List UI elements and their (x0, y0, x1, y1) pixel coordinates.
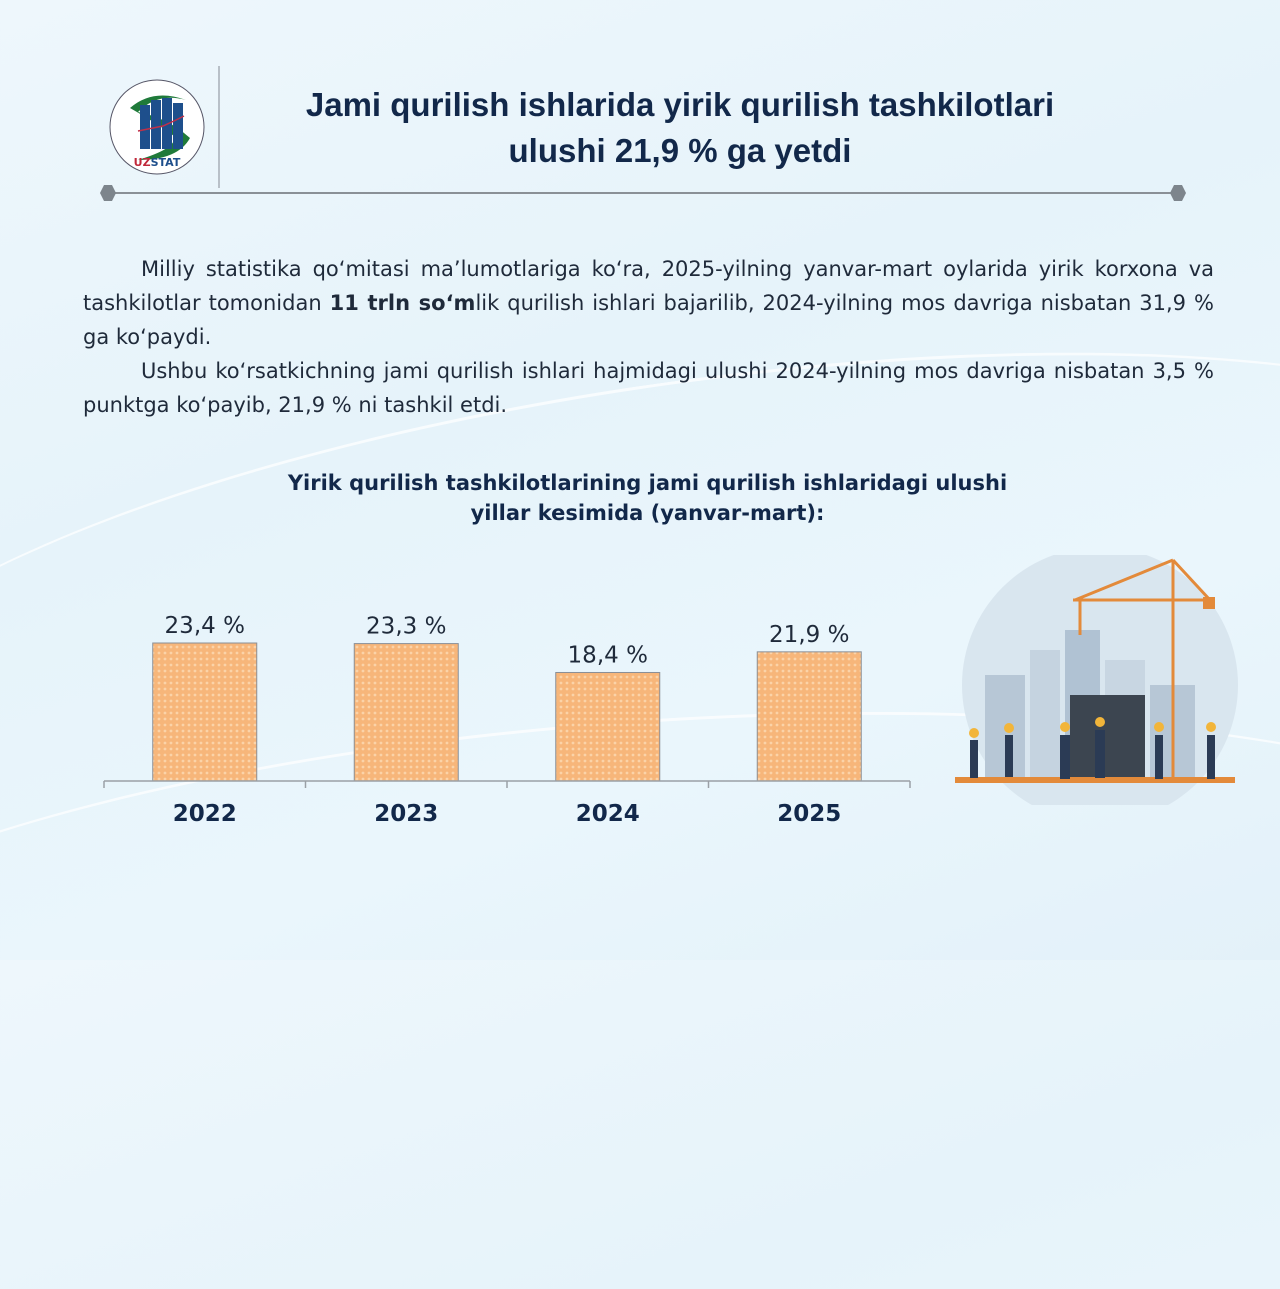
paragraph-1: Milliy statistika qo‘mitasi ma’lumotlari… (83, 252, 1214, 354)
bar-2022 (152, 642, 258, 782)
bar-chart: 23,4 % 23,3 % 18,4 % 21,9 % 2022 2023 2024 202… (103, 613, 911, 827)
x-tick-label: 2024 (576, 801, 640, 827)
rule-endcap (1170, 185, 1186, 201)
bar-2023 (353, 643, 459, 782)
x-tick-label: 2022 (173, 801, 237, 827)
header-divider (218, 66, 220, 188)
chart-title: Yirik qurilish tashkilotlarining jami qu… (200, 468, 1095, 528)
x-tick-label: 2025 (777, 801, 841, 827)
data-label: 21,9 % (769, 622, 849, 648)
paragraph-2: Ushbu ko‘rsatkichning jami qurilish ishl… (83, 359, 1214, 417)
p1-text: Milliy statistika qo‘mitasi ma’lumotlari… (83, 257, 1214, 315)
header-rule (108, 192, 1178, 194)
p1-text-after: lik qurilish ishlari bajarilib, 2024-yil… (83, 291, 1214, 349)
title-line-1: Jami qurilish ishlarida yirik qurilish t… (305, 86, 1055, 123)
body-text: Milliy statistika qo‘mitasi ma’lumotlari… (83, 252, 1214, 422)
data-label: 23,4 % (165, 613, 245, 639)
chart-title-line-2: yillar kesimida (yanvar-mart): (470, 501, 825, 525)
title-line-2: ulushi 21,9 % ga yetdi (508, 132, 852, 169)
page-title: Jami qurilish ishlarida yirik qurilish t… (230, 82, 1130, 174)
bar-2025 (756, 651, 862, 782)
svg-text:UZSTAT: UZSTAT (134, 156, 181, 169)
bar-2024 (555, 671, 661, 782)
data-label: 23,3 % (366, 614, 446, 640)
rule-endcap (100, 185, 116, 201)
data-label: 18,4 % (568, 642, 648, 668)
uzstat-logo: UZSTAT (109, 79, 205, 175)
x-tick-label: 2023 (374, 801, 438, 827)
chart-title-line-1: Yirik qurilish tashkilotlarining jami qu… (287, 471, 1008, 495)
p1-bold: 11 trln so‘m (329, 291, 476, 315)
construction-illustration (955, 555, 1238, 805)
